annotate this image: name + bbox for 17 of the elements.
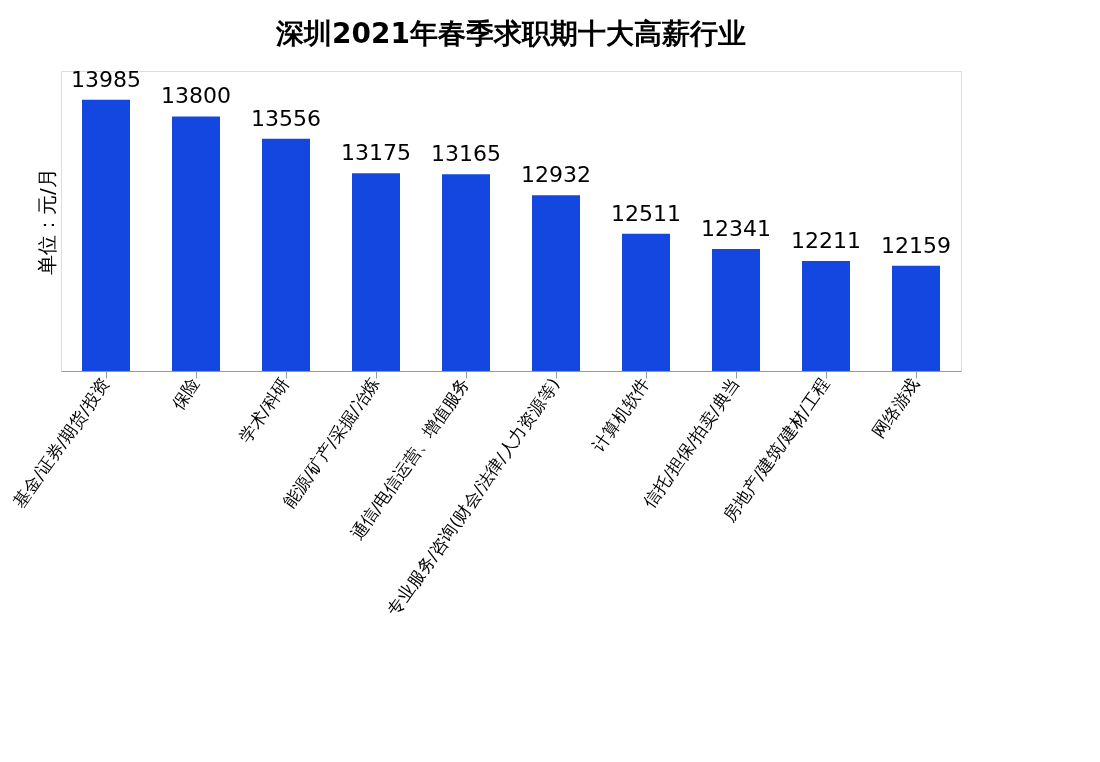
data-label: 13800 (161, 83, 231, 109)
data-label: 12159 (881, 232, 951, 258)
x-tick-label: 网络游戏 (867, 374, 924, 442)
x-tick-label: 基金/证券/期货/投资 (9, 374, 114, 512)
data-label: 13556 (251, 105, 321, 131)
data-label: 12932 (521, 162, 591, 188)
y-axis-title: 单位：元/月 (34, 168, 59, 275)
data-label: 13175 (341, 140, 411, 166)
data-label: 13985 (71, 66, 141, 92)
x-tick-label: 保险 (167, 374, 204, 414)
data-label: 12341 (701, 216, 771, 242)
x-tick-label: 计算机软件 (588, 374, 654, 456)
x-tick-label: 学术/科研 (234, 374, 294, 447)
chart-title: 深圳2021年春季求职期十大高薪行业 (275, 16, 746, 50)
data-label: 12211 (791, 227, 861, 253)
data-label: 13165 (431, 141, 501, 167)
data-label: 12511 (611, 200, 681, 226)
